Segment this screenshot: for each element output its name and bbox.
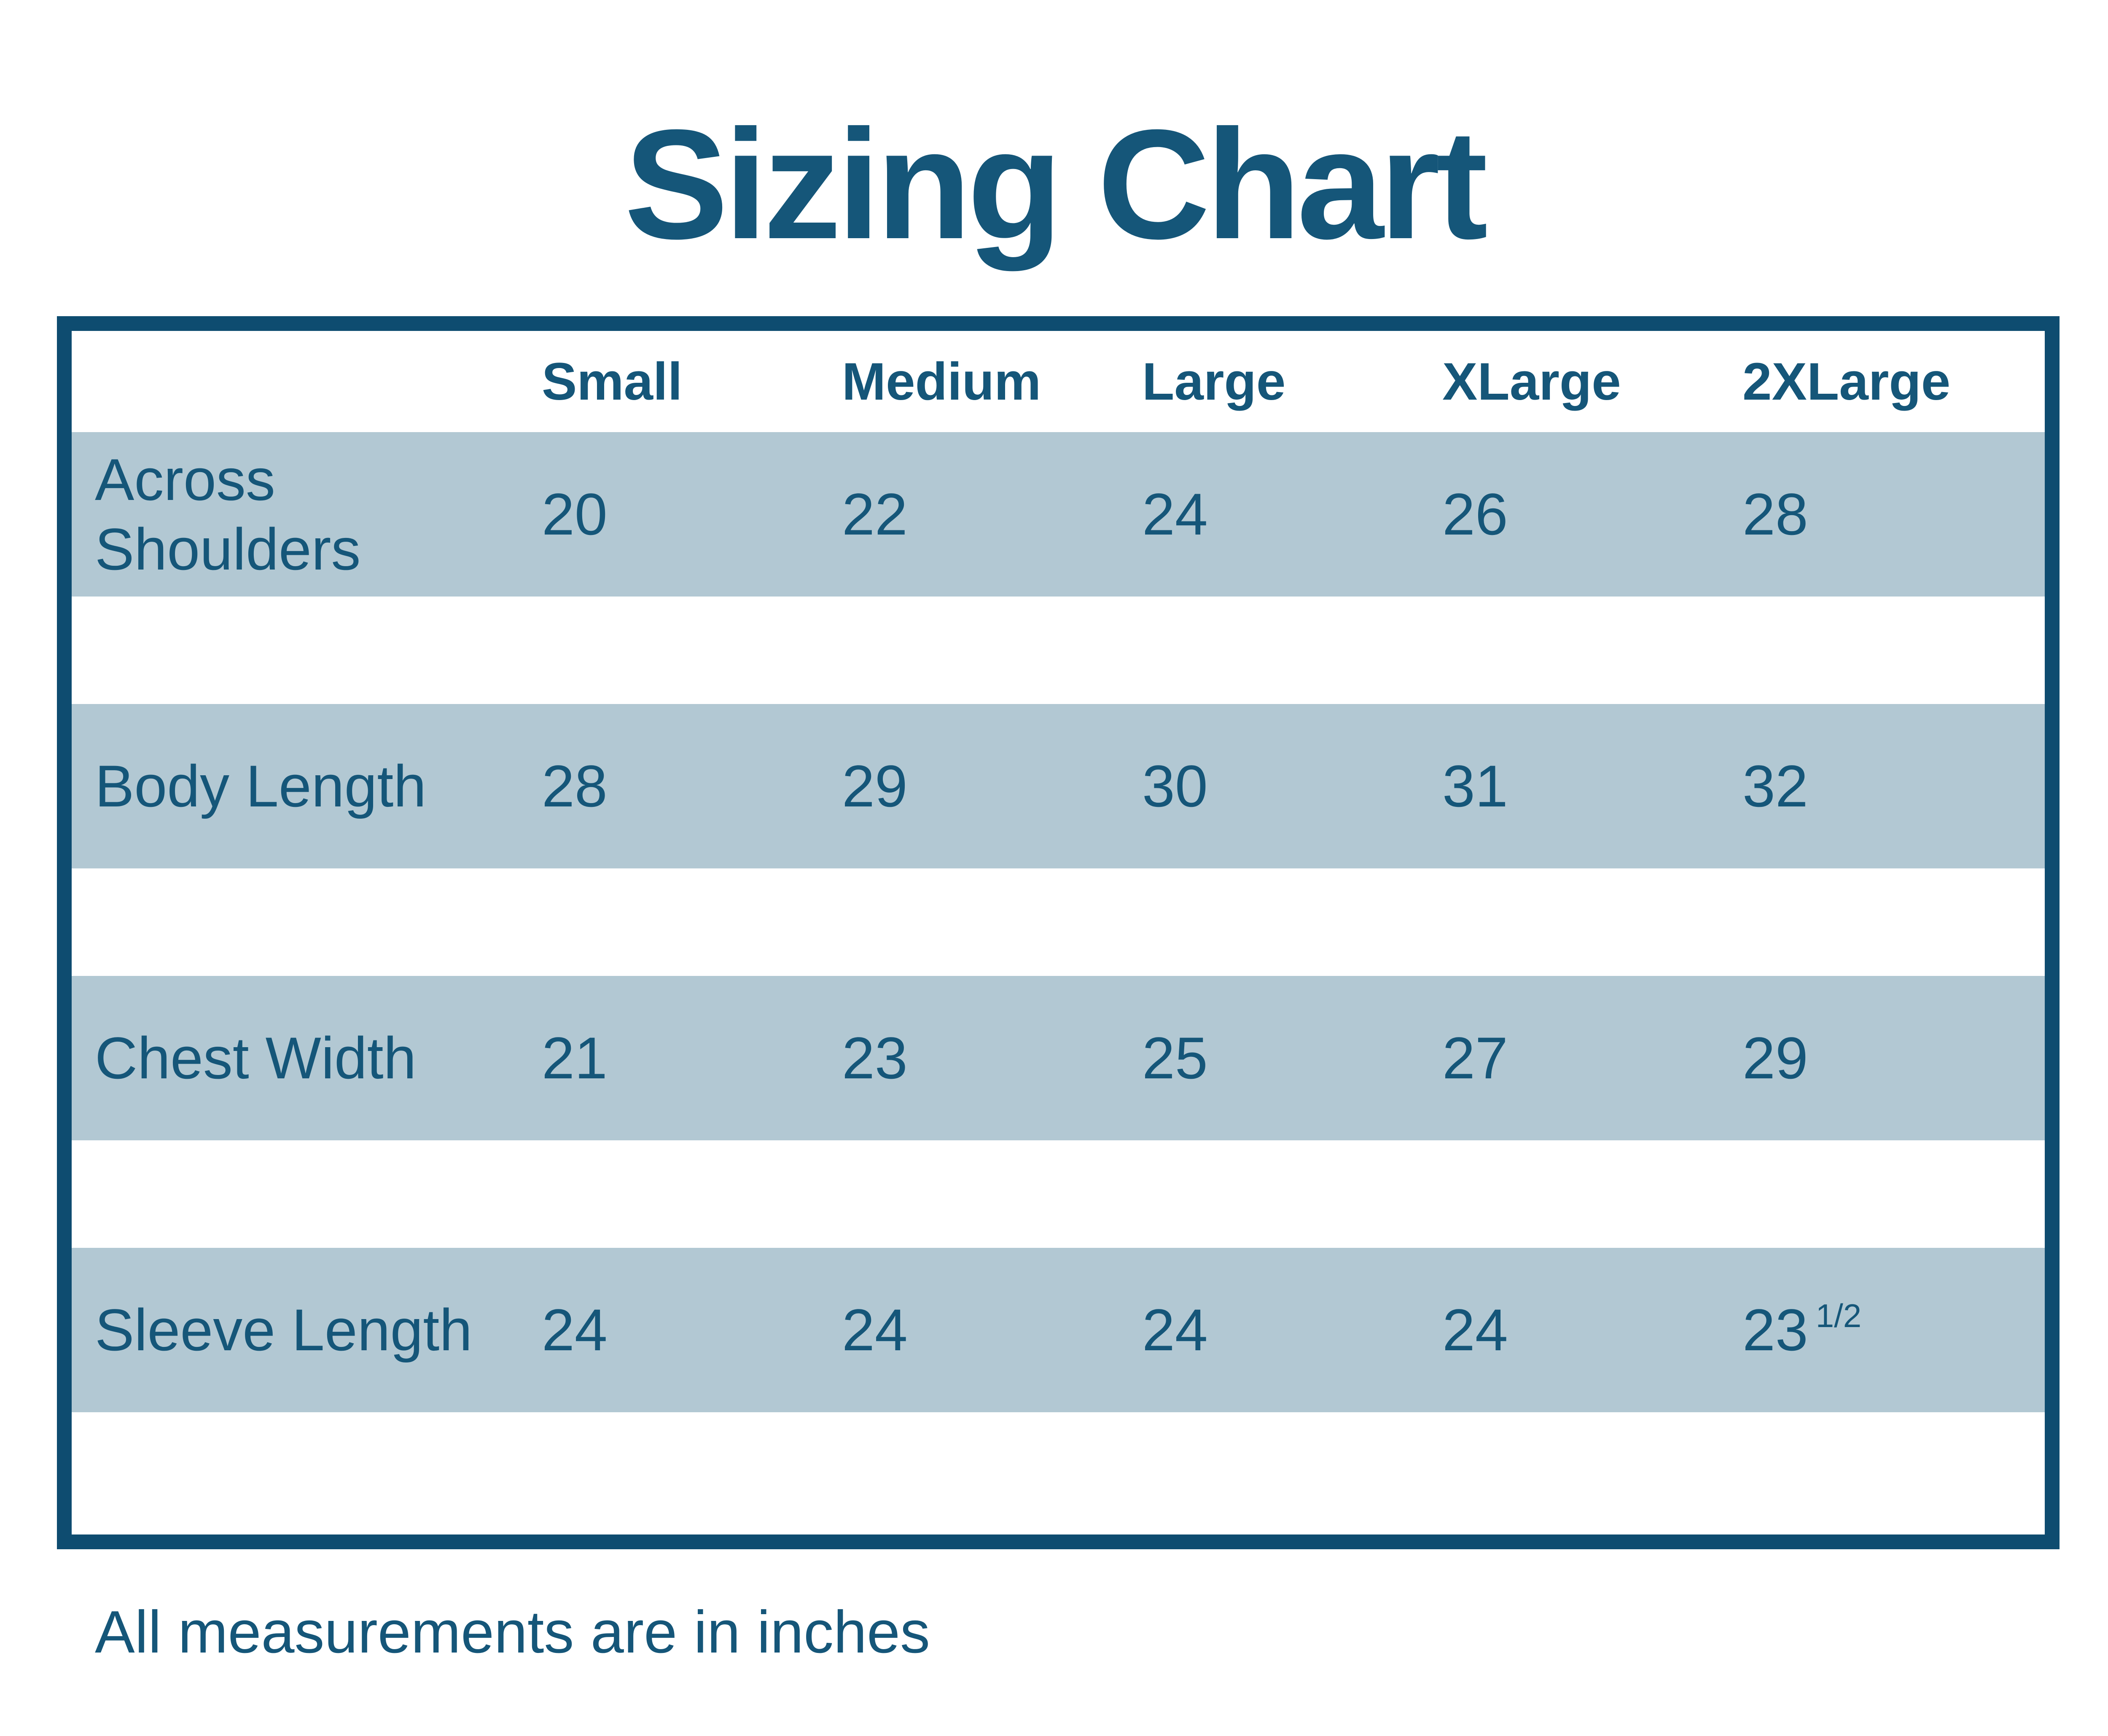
spacer-row — [72, 597, 2045, 704]
table-cell: 24 — [1442, 1297, 1508, 1363]
table-cell: 24 — [1142, 481, 1208, 547]
table-cell: 23 — [842, 1025, 908, 1091]
table-cell: 32 — [1742, 753, 1808, 819]
table-cell: 29 — [1742, 1025, 1808, 1091]
spacer-row — [72, 868, 2045, 976]
table-cell: 24 — [842, 1297, 908, 1363]
row-label: Body Length — [72, 751, 542, 821]
table-cell: 23 1/2 — [1742, 1297, 1862, 1363]
measurements-footnote: All measurements are in inches — [95, 1599, 930, 1666]
table-row-sleeve-length: Sleeve Length 24 24 24 24 23 1/2 — [72, 1248, 2045, 1412]
row-label: Chest Width — [72, 1023, 542, 1093]
table-cell: 28 — [1742, 481, 1808, 547]
table-row-body-length: Body Length 28 29 30 31 32 — [72, 704, 2045, 868]
row-label: Across Shoulders — [72, 445, 542, 584]
table-cell: 27 — [1442, 1025, 1508, 1091]
row-label-text: Sleeve Length — [95, 1297, 473, 1363]
table-cell: 26 — [1442, 481, 1508, 547]
page-title: Sizing Chart — [624, 97, 1488, 271]
row-label-text: Across Shoulders — [95, 446, 361, 582]
sizing-table: Small Medium Large XLarge 2XLarge Across… — [57, 316, 2060, 1549]
table-cell: 25 — [1142, 1025, 1208, 1091]
table-row-across-shoulders: Across Shoulders 20 22 24 26 28 — [72, 432, 2045, 597]
column-header-large: Large — [1142, 352, 1286, 411]
column-header-2xlarge: 2XLarge — [1742, 352, 1951, 411]
table-header-row: Small Medium Large XLarge 2XLarge — [72, 331, 2045, 432]
table-cell: 21 — [542, 1025, 608, 1091]
row-label-text: Chest Width — [95, 1025, 417, 1091]
spacer-row — [72, 1140, 2045, 1248]
table-cell: 24 — [542, 1297, 608, 1363]
fraction: 1/2 — [1815, 1297, 1862, 1334]
table-cell: 24 — [1142, 1297, 1208, 1363]
table-cell: 22 — [842, 481, 908, 547]
table-cell: 20 — [542, 481, 608, 547]
table-row-chest-width: Chest Width 21 23 25 27 29 — [72, 976, 2045, 1140]
table-cell: 31 — [1442, 753, 1508, 819]
spacer-row — [72, 1412, 2045, 1534]
column-header-xlarge: XLarge — [1442, 352, 1621, 411]
table-cell: 28 — [542, 753, 608, 819]
table-cell: 29 — [842, 753, 908, 819]
column-header-small: Small — [542, 352, 683, 411]
column-header-medium: Medium — [842, 352, 1041, 411]
row-label-text: Body Length — [95, 753, 427, 820]
table-cell: 30 — [1142, 753, 1208, 819]
row-label: Sleeve Length — [72, 1295, 542, 1365]
